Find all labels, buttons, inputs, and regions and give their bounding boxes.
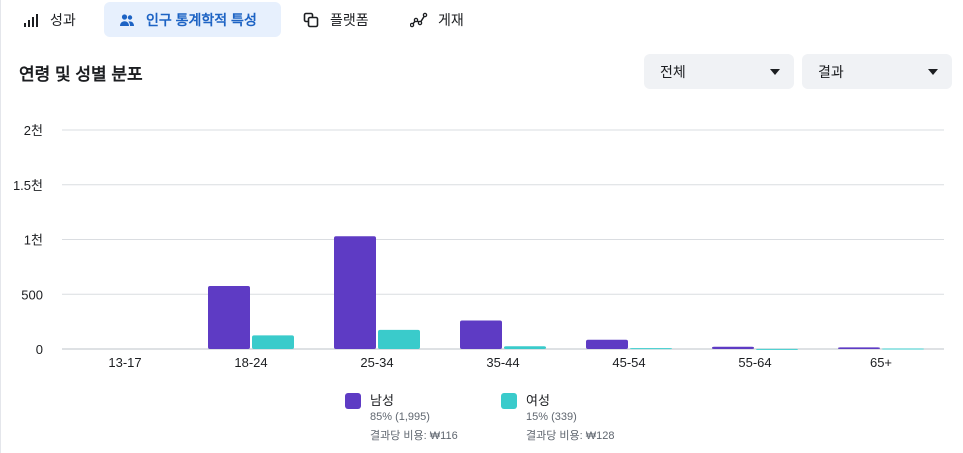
x-tick-label: 55-64 [738,355,771,370]
metric-dropdown-value: 결과 [818,63,844,80]
x-tick-label: 25-34 [360,355,393,370]
bar-female [882,348,924,350]
tab-demographics-label: 인구 통계학적 특성 [146,11,257,28]
delivery-line-icon [410,11,428,29]
tab-performance-label: 성과 [50,11,76,28]
panel-left-border [0,0,1,453]
x-tick-label: 18-24 [234,355,267,370]
people-icon [118,11,136,29]
age-gender-bar-chart: 0 500 1천 1.5천 2천 13-17 18-24 25-34 35-44 45-54 55-… [13,123,944,370]
legend-cost-male: 결과당 비용: ₩116 [370,430,458,442]
platform-icon [302,11,320,29]
bar-male [838,347,880,349]
tab-platform-label: 플랫폼 [330,11,369,28]
x-tick-label: 45-54 [612,355,645,370]
tab-demographics[interactable]: 인구 통계학적 특성 [104,2,281,37]
bar-male [460,320,502,349]
legend-swatch-female [501,393,517,409]
legend-label-male: 남성 [370,393,394,408]
bar-chart-icon [22,11,40,29]
bar-male [712,346,754,349]
y-tick-label: 500 [21,287,43,302]
legend-share-male: 85% (1,995) [370,411,430,423]
bar-male [586,339,628,349]
chevron-down-icon [928,68,938,75]
legend-cost-female: 결과당 비용: ₩128 [526,430,615,442]
chevron-down-icon [770,68,780,75]
x-tick-label: 65+ [870,355,892,370]
legend-label-female: 여성 [526,393,550,408]
x-tick-label: 35-44 [486,355,519,370]
y-tick-label: 1.5천 [13,178,43,193]
bar-female [630,348,672,350]
tab-delivery[interactable]: 게재 [410,2,490,37]
bar-male [208,286,250,349]
tab-bar: 성과 인구 통계학적 특성 플랫폼 게재 [0,0,963,40]
scope-dropdown[interactable]: 전체 [644,54,794,89]
tab-platform[interactable]: 플랫폼 [302,2,392,37]
section-title: 연령 및 성별 분포 [19,65,143,84]
x-tick-label: 13-17 [108,355,141,370]
tab-delivery-label: 게재 [438,11,464,28]
bar-female [378,329,420,349]
bar-female [252,335,294,349]
scope-dropdown-value: 전체 [660,63,686,80]
y-tick-label: 0 [36,342,43,357]
bar-male [334,236,376,349]
legend-share-female: 15% (339) [526,411,577,423]
metric-dropdown[interactable]: 결과 [802,54,952,89]
y-tick-label: 1천 [24,233,43,248]
bar-female [756,348,798,350]
legend-swatch-male [345,393,361,409]
bar-female [504,346,546,349]
y-tick-label: 2천 [24,123,43,138]
tab-performance[interactable]: 성과 [22,2,92,37]
